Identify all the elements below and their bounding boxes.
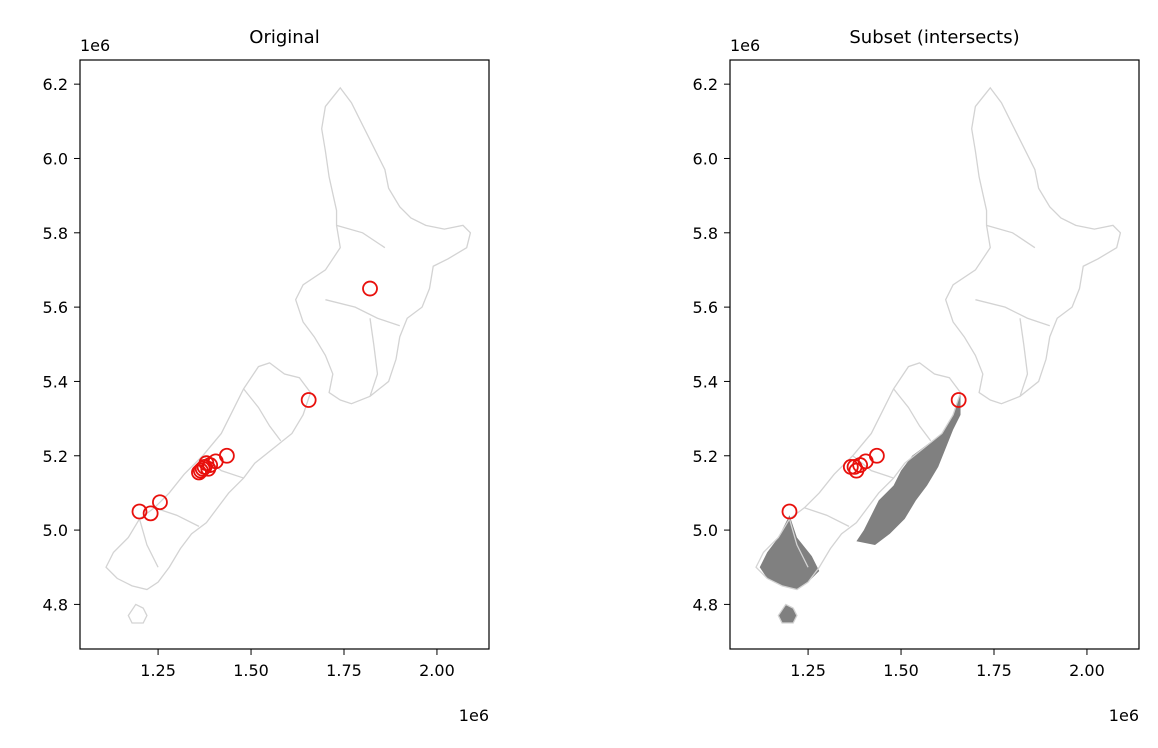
x-tick-label: 1.25 <box>140 661 176 680</box>
y-offset-label: 1e6 <box>80 36 110 55</box>
data-point <box>200 460 217 477</box>
y-tick-label: 6.0 <box>693 149 718 168</box>
y-axis: 4.8 5.0 5.2 5.4 5.6 5.8 6.0 6.2 <box>43 75 80 614</box>
data-point <box>191 464 207 481</box>
y-tick-label: 5.0 <box>693 521 718 540</box>
y-offset-label: 1e6 <box>730 36 760 55</box>
y-tick-label: 5.0 <box>43 521 68 540</box>
basemap <box>106 88 470 623</box>
x-axis: 1.25 1.50 1.75 2.00 <box>790 649 1105 680</box>
panel-subset-intersects: 1.25 1.50 1.75 2.00 4.8 5.0 5.2 5.4 5.6 5.8 6.0 6.… <box>693 27 1139 725</box>
y-axis: 4.8 5.0 5.2 5.4 5.6 5.8 6.0 6.2 <box>693 75 730 614</box>
data-point <box>362 280 378 297</box>
data-point <box>152 494 168 511</box>
data-point <box>950 392 967 408</box>
data-point <box>131 503 148 520</box>
x-tick-label: 1.75 <box>976 661 1012 680</box>
chart-title: Original <box>249 27 319 48</box>
data-point <box>142 505 159 522</box>
y-tick-label: 6.2 <box>43 75 68 94</box>
data-point <box>781 503 798 520</box>
axes-frame <box>729 59 1140 650</box>
x-tick-label: 1.50 <box>883 661 919 680</box>
data-point <box>300 392 317 408</box>
data-point <box>194 460 211 477</box>
y-tick-label: 5.4 <box>693 372 718 391</box>
basemap <box>756 88 1120 623</box>
y-tick-label: 5.8 <box>693 224 718 243</box>
y-tick-label: 5.4 <box>43 372 68 391</box>
x-tick-label: 1.50 <box>233 661 269 680</box>
y-tick-label: 4.8 <box>43 595 68 614</box>
data-point <box>192 462 209 479</box>
x-tick-label: 1.25 <box>790 661 826 680</box>
chart-title: Subset (intersects) <box>849 27 1019 48</box>
y-tick-label: 6.0 <box>43 149 68 168</box>
y-tick-label: 5.6 <box>693 298 718 317</box>
x-offset-label: 1e6 <box>1109 706 1139 725</box>
region-outlines <box>756 88 1120 623</box>
y-tick-label: 4.8 <box>693 595 718 614</box>
x-tick-label: 1.75 <box>326 661 362 680</box>
x-tick-label: 2.00 <box>419 661 455 680</box>
x-axis: 1.25 1.50 1.75 2.00 <box>140 649 455 680</box>
x-tick-label: 2.00 <box>1069 661 1105 680</box>
panel-original: 1.25 1.50 1.75 2.00 4.8 5.0 5.2 5.4 5.6 5.8 6.0 6.… <box>43 27 489 725</box>
y-tick-label: 5.6 <box>43 298 68 317</box>
y-tick-label: 5.2 <box>43 447 68 466</box>
y-tick-label: 6.2 <box>693 75 718 94</box>
axes-frame <box>79 59 490 650</box>
region-outlines <box>106 88 470 623</box>
points <box>131 280 378 522</box>
points <box>781 392 967 520</box>
y-tick-label: 5.2 <box>693 447 718 466</box>
data-point <box>848 462 865 479</box>
y-tick-label: 5.8 <box>43 224 68 243</box>
x-offset-label: 1e6 <box>459 706 489 725</box>
